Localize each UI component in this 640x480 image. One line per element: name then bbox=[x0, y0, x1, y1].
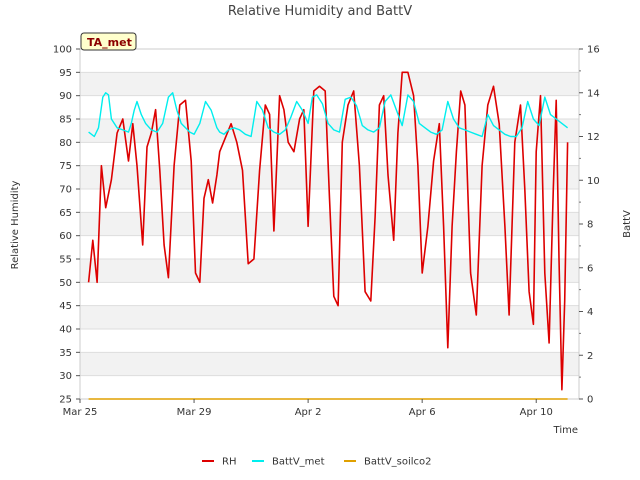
badge-label: TA_met bbox=[87, 36, 132, 49]
y-axis-title: Relative Humidity bbox=[10, 181, 21, 270]
y2-tick-label: 10 bbox=[587, 176, 600, 187]
y-tick-label: 40 bbox=[59, 325, 72, 336]
y-tick-label: 55 bbox=[59, 255, 72, 266]
grid-band bbox=[80, 305, 579, 329]
grid-band bbox=[80, 119, 579, 143]
y2-axis-title: BattV bbox=[622, 210, 633, 238]
legend: RH BattV_met BattV_soilco2 bbox=[202, 457, 432, 468]
y2-tick-label: 14 bbox=[587, 88, 600, 99]
x-tick-label: Mar 25 bbox=[63, 407, 98, 418]
y-tick-label: 60 bbox=[59, 231, 72, 242]
x-tick-label: Apr 6 bbox=[409, 407, 436, 418]
axes: 25 30 35 40 45 50 55 60 65 70 75 80 85 90 95 100 0 2 4 6 8 10… bbox=[53, 45, 600, 419]
y-tick-label: 65 bbox=[59, 208, 72, 219]
y-tick-label: 45 bbox=[59, 301, 72, 312]
grid-bands bbox=[80, 72, 579, 376]
grid-band bbox=[80, 352, 579, 376]
y-tick-label: 80 bbox=[59, 138, 72, 149]
series-line-rh bbox=[87, 71, 569, 391]
chart-title: Relative Humidity and BattV bbox=[228, 4, 412, 19]
series-layer bbox=[87, 71, 569, 400]
y-tick-label: 35 bbox=[59, 348, 72, 359]
legend-label-rh: RH bbox=[222, 457, 236, 468]
x-tick-label: Apr 2 bbox=[295, 407, 322, 418]
y-tick-label: 85 bbox=[59, 115, 72, 126]
x-tick-label: Mar 29 bbox=[177, 407, 212, 418]
legend-label-battv-met: BattV_met bbox=[272, 457, 325, 468]
grid-band bbox=[80, 72, 579, 96]
y-tick-label: 70 bbox=[59, 185, 72, 196]
grid-band bbox=[80, 259, 579, 283]
x-tick-label: Apr 10 bbox=[520, 407, 553, 418]
y2-tick-label: 4 bbox=[587, 307, 593, 318]
x-axis-title: Time bbox=[553, 425, 578, 436]
grid-band bbox=[80, 212, 579, 236]
y-tick-label: 50 bbox=[59, 278, 72, 289]
y-tick-label: 25 bbox=[59, 395, 72, 406]
y2-tick-label: 2 bbox=[587, 351, 593, 362]
y2-tick-label: 8 bbox=[587, 220, 593, 231]
ta-met-badge: TA_met bbox=[80, 32, 137, 51]
y2-tick-label: 16 bbox=[587, 45, 600, 56]
y-tick-label: 100 bbox=[53, 45, 72, 56]
y-tick-label: 30 bbox=[59, 371, 72, 382]
y-tick-label: 75 bbox=[59, 161, 72, 172]
legend-label-battv-soilco2: BattV_soilco2 bbox=[364, 457, 432, 468]
y-tick-label: 95 bbox=[59, 68, 72, 79]
y2-tick-label: 12 bbox=[587, 132, 600, 143]
series-line-battv-met bbox=[88, 92, 569, 138]
y2-tick-label: 6 bbox=[587, 263, 593, 274]
y-tick-label: 90 bbox=[59, 91, 72, 102]
y2-tick-label: 0 bbox=[587, 395, 593, 406]
